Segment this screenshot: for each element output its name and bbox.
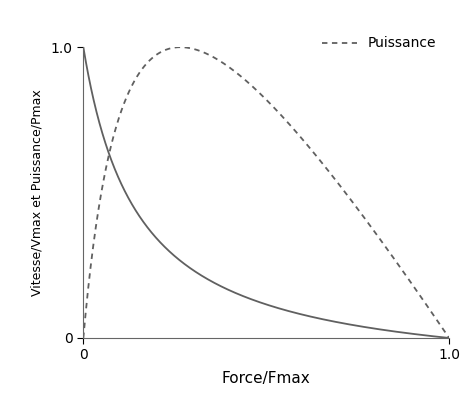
X-axis label: Force/Fmax: Force/Fmax [222, 371, 311, 386]
Legend: Puissance: Puissance [317, 31, 442, 56]
Y-axis label: Vitesse/Vmax et Puissance/Pmax: Vitesse/Vmax et Puissance/Pmax [31, 89, 44, 296]
